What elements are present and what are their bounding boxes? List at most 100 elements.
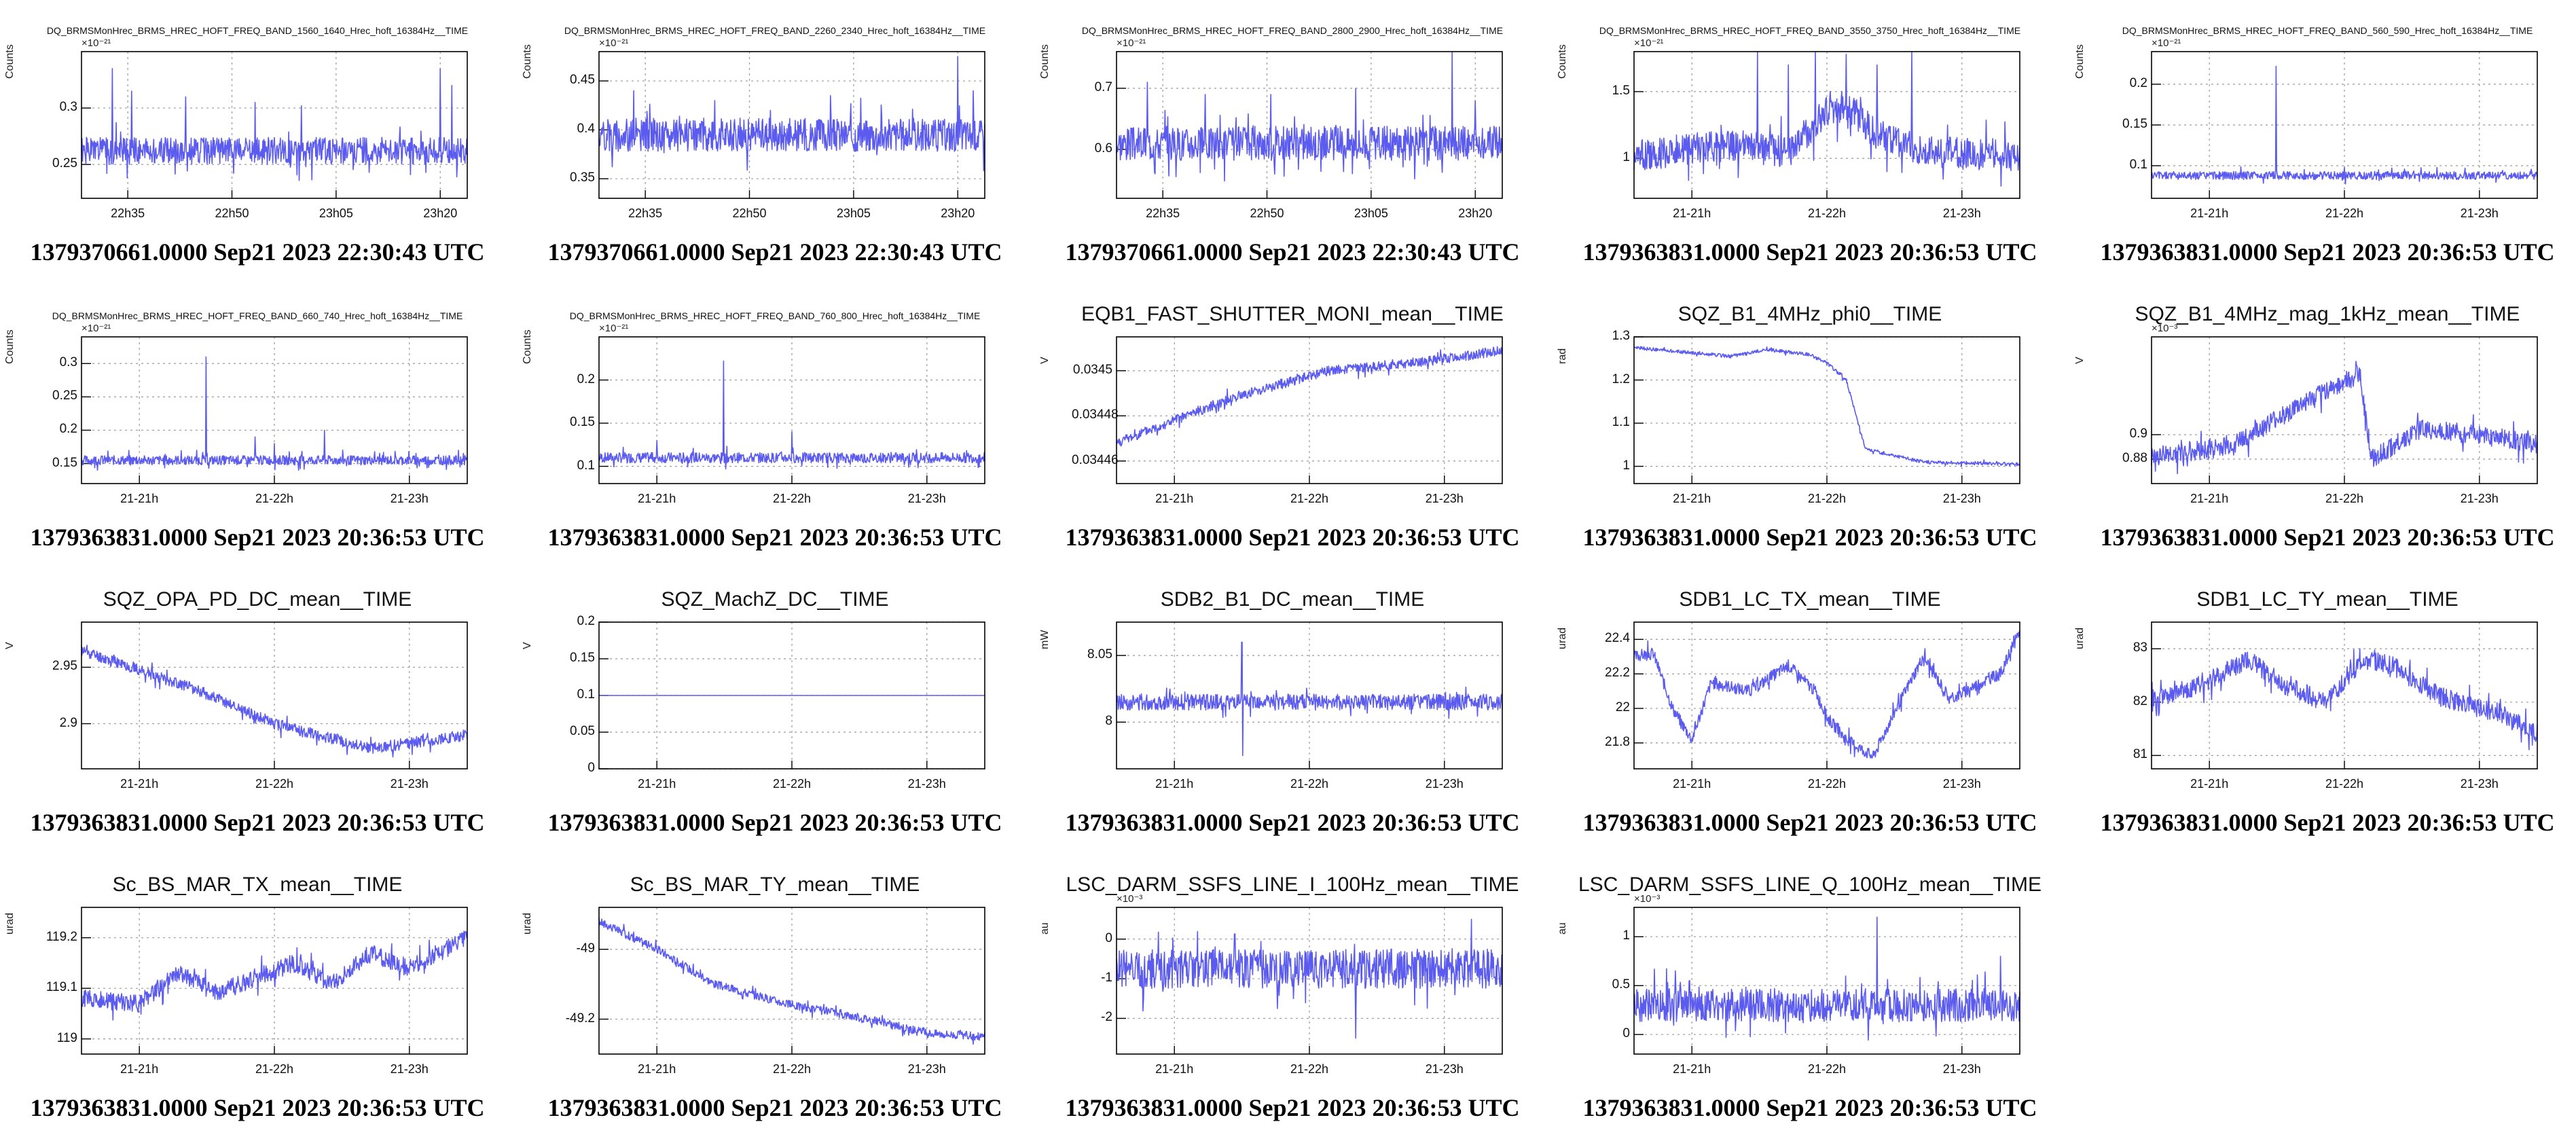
chart-svg bbox=[2151, 336, 2538, 484]
x-tick-label: 21-22h bbox=[1807, 492, 1847, 505]
chart-panel: 0 0.05 0.1 0.15 0.2 21-21h 21-22h 21-23h SQZ_Mac… bbox=[518, 570, 1032, 856]
chart-title: DQ_BRMSMonHrec_BRMS_HREC_HOFT_FREQ_BAND_… bbox=[46, 25, 469, 36]
plot-frame bbox=[81, 907, 468, 1055]
y-tick-label: 0.15 bbox=[52, 455, 77, 470]
timestamp-caption: 1379363831.0000 Sep21 2023 20:36:53 UTC bbox=[1582, 238, 2037, 266]
x-tick-label: 21-22h bbox=[2325, 492, 2364, 505]
y-axis-label: V bbox=[1039, 357, 1051, 364]
timestamp-caption: 1379363831.0000 Sep21 2023 20:36:53 UTC bbox=[30, 809, 485, 836]
y-axis-label: urad bbox=[522, 912, 533, 935]
series-line bbox=[81, 68, 468, 181]
y-tick-label: 0.3 bbox=[59, 100, 77, 115]
y-tick-label: 0.15 bbox=[2122, 117, 2147, 131]
chart-svg bbox=[1633, 51, 2020, 199]
series-line bbox=[1633, 630, 2020, 759]
x-tick-label: 23h20 bbox=[423, 206, 458, 220]
x-tick-label: 21-22h bbox=[772, 1062, 812, 1076]
y-tick-label: 0.6 bbox=[1094, 141, 1112, 156]
x-tick-label: 22h35 bbox=[1146, 206, 1180, 220]
chart-svg bbox=[1633, 907, 2020, 1055]
x-tick-label: 21-22h bbox=[1290, 492, 1329, 505]
plot-frame bbox=[2151, 621, 2538, 769]
series-line bbox=[1116, 346, 1503, 447]
plot-frame bbox=[1633, 907, 2020, 1055]
axis-exponent: ×10⁻²¹ bbox=[599, 323, 629, 334]
chart-title: DQ_BRMSMonHrec_BRMS_HREC_HOFT_FREQ_BAND_… bbox=[569, 310, 981, 321]
timestamp-caption: 1379363831.0000 Sep21 2023 20:36:53 UTC bbox=[1582, 809, 2037, 836]
x-tick-label: 21-23h bbox=[1942, 492, 1981, 505]
y-tick-label: -49.2 bbox=[565, 1011, 595, 1026]
x-tick-label: 21-21h bbox=[2190, 777, 2229, 791]
timestamp-caption: 1379370661.0000 Sep21 2023 22:30:43 UTC bbox=[30, 238, 485, 266]
chart-title: SQZ_OPA_PD_DC_mean__TIME bbox=[103, 588, 412, 611]
series-line bbox=[1116, 641, 1503, 757]
chart-title: DQ_BRMSMonHrec_BRMS_HREC_HOFT_FREQ_BAND_… bbox=[1081, 25, 1504, 36]
y-tick-label: 22.2 bbox=[1605, 666, 1630, 681]
y-tick-label: 119.2 bbox=[46, 929, 77, 944]
x-tick-label: 21-22h bbox=[1807, 1062, 1847, 1076]
chart-svg bbox=[81, 51, 468, 199]
y-tick-label: 0.4 bbox=[577, 122, 595, 137]
x-tick-label: 21-22h bbox=[1290, 777, 1329, 791]
series-line bbox=[2151, 361, 2538, 475]
chart-panel: 0.6 0.7 22h35 22h50 23h05 23h20 DQ_BRMSMonHrec… bbox=[1035, 0, 1550, 285]
y-tick-label: 0 bbox=[587, 761, 595, 775]
y-tick-label: 0.45 bbox=[570, 73, 595, 88]
y-tick-label: 83 bbox=[2133, 640, 2147, 655]
plot-frame bbox=[81, 336, 468, 484]
timestamp-caption: 1379363831.0000 Sep21 2023 20:36:53 UTC bbox=[2100, 809, 2555, 836]
y-tick-label: 0.88 bbox=[2122, 451, 2147, 465]
plot-frame bbox=[1633, 336, 2020, 484]
chart-title: Sc_BS_MAR_TX_mean__TIME bbox=[112, 873, 403, 896]
x-tick-label: 21-21h bbox=[1673, 206, 1711, 220]
x-tick-label: 21-23h bbox=[1425, 777, 1464, 791]
x-tick-label: 22h35 bbox=[111, 206, 145, 220]
chart-panel: 21.8 22 22.2 22.4 21-21h 21-22h 21-23h SDB1_LC_… bbox=[1553, 570, 2067, 856]
series-line bbox=[598, 56, 985, 171]
chart-svg bbox=[81, 907, 468, 1055]
x-tick-label: 22h50 bbox=[215, 206, 249, 220]
x-tick-label: 23h20 bbox=[1458, 206, 1493, 220]
chart-svg bbox=[1116, 51, 1503, 199]
chart-panel: 0.25 0.3 22h35 22h50 23h05 23h20 DQ_BRMSMonHre… bbox=[0, 0, 515, 285]
x-tick-label: 21-23h bbox=[907, 492, 946, 505]
timestamp-caption: 1379363831.0000 Sep21 2023 20:36:53 UTC bbox=[30, 524, 485, 551]
y-tick-label: 0.25 bbox=[52, 156, 77, 171]
x-tick-label: 23h20 bbox=[941, 206, 975, 220]
x-tick-label: 21-21h bbox=[120, 492, 159, 505]
x-tick-label: 21-22h bbox=[255, 1062, 294, 1076]
y-tick-label: 0.15 bbox=[570, 651, 595, 665]
chart-title: DQ_BRMSMonHrec_BRMS_HREC_HOFT_FREQ_BAND_… bbox=[1599, 25, 2021, 36]
chart-title: DQ_BRMSMonHrec_BRMS_HREC_HOFT_FREQ_BAND_… bbox=[52, 310, 463, 321]
chart-title: SDB1_LC_TY_mean__TIME bbox=[2196, 588, 2459, 611]
chart-panel: 2.9 2.95 21-21h 21-22h 21-23h SQZ_OPA_PD_DC_m… bbox=[0, 570, 515, 856]
x-tick-label: 21-21h bbox=[638, 492, 676, 505]
y-tick-label: 0.35 bbox=[570, 170, 595, 185]
x-tick-label: 21-21h bbox=[1673, 1062, 1711, 1076]
plot-frame bbox=[598, 51, 985, 199]
chart-svg bbox=[1633, 336, 2020, 484]
y-axis-label: Counts bbox=[522, 44, 533, 79]
y-axis-label: Counts bbox=[522, 329, 533, 364]
plot-frame bbox=[1116, 621, 1503, 769]
y-tick-label: 1 bbox=[1622, 150, 1630, 165]
series-line bbox=[81, 645, 468, 758]
y-axis-label: urad bbox=[2074, 627, 2086, 649]
x-tick-label: 21-23h bbox=[907, 1062, 946, 1076]
x-tick-label: 23h05 bbox=[836, 206, 871, 220]
x-tick-label: 21-22h bbox=[255, 777, 294, 791]
x-tick-label: 21-22h bbox=[2325, 777, 2364, 791]
chart-panel: -2 -1 0 21-21h 21-22h 21-23h LSC_DARM_SSFS_LIN… bbox=[1035, 856, 1550, 1141]
x-tick-label: 21-22h bbox=[1290, 1062, 1329, 1076]
plot-frame bbox=[2151, 51, 2538, 199]
plot-frame bbox=[1116, 51, 1503, 199]
axis-exponent: ×10⁻³ bbox=[2152, 323, 2178, 334]
chart-title: SQZ_B1_4MHz_phi0__TIME bbox=[1677, 303, 1942, 325]
timestamp-caption: 1379363831.0000 Sep21 2023 20:36:53 UTC bbox=[1065, 1094, 1520, 1121]
y-tick-label: 0.1 bbox=[2129, 158, 2147, 172]
x-tick-label: 21-23h bbox=[1942, 206, 1981, 220]
x-tick-label: 21-23h bbox=[1942, 1062, 1981, 1076]
chart-title: SDB2_B1_DC_mean__TIME bbox=[1160, 588, 1425, 611]
series-line bbox=[81, 356, 468, 471]
